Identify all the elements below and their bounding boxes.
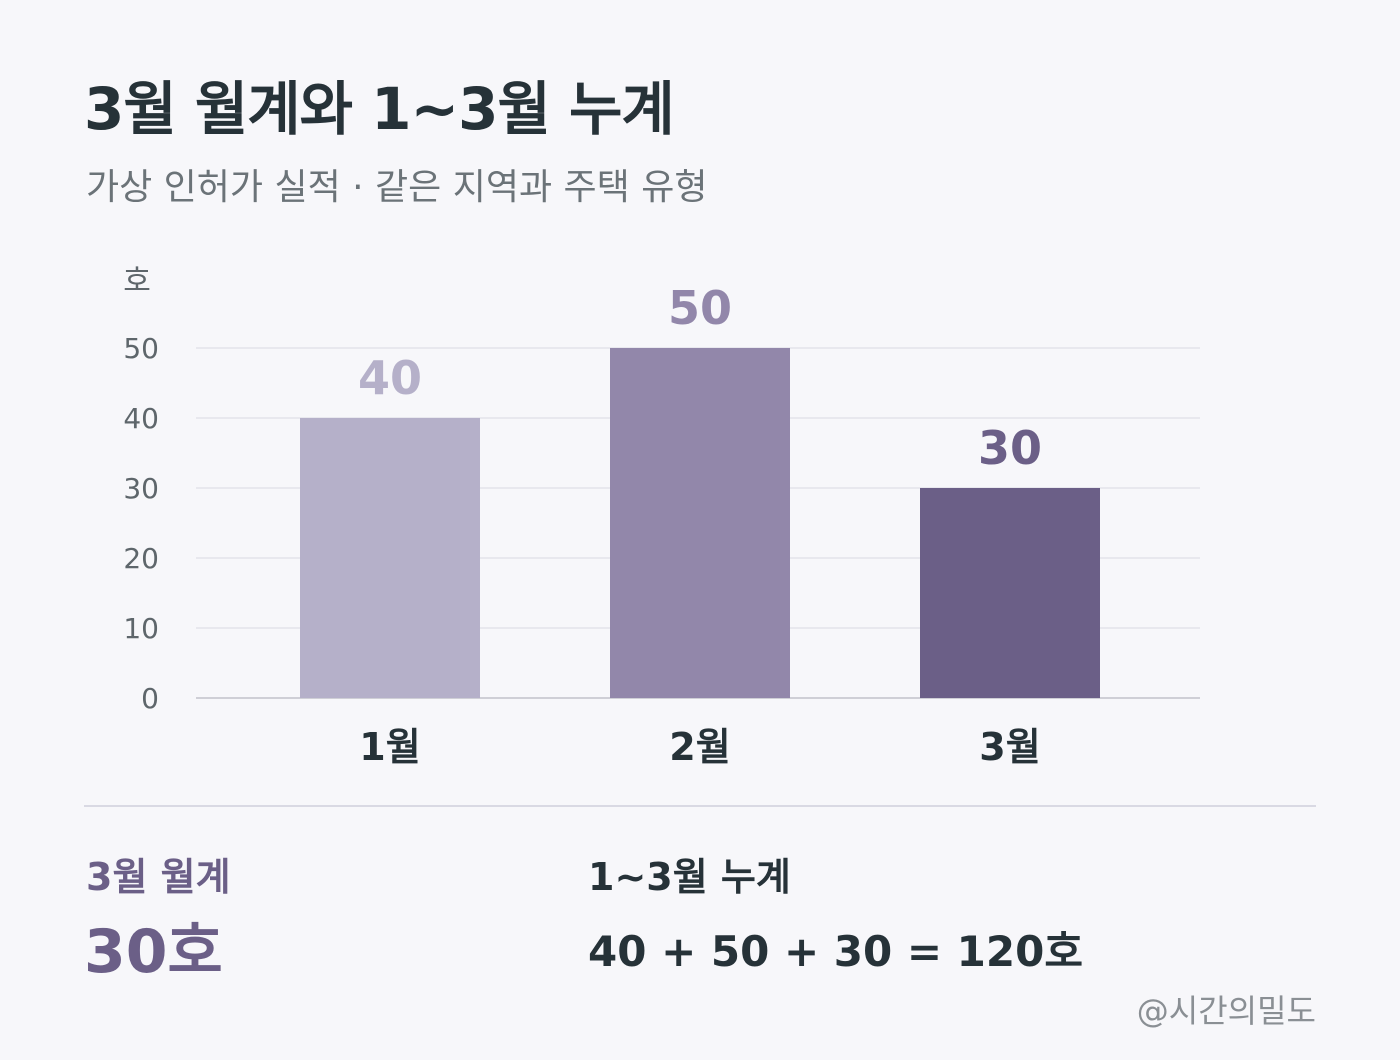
bar-value-label: 30 bbox=[978, 421, 1042, 475]
cumulative-total-label: 1~3월 누계 bbox=[588, 855, 791, 899]
x-tick-label: 1월 bbox=[359, 725, 420, 769]
y-tick-label: 50 bbox=[123, 332, 159, 365]
bar-chart: 호 0 10 20 30 40 50 40 1월 50 2월 30 3월 bbox=[123, 264, 1200, 769]
y-tick-label: 40 bbox=[123, 402, 159, 435]
bar-value-label: 50 bbox=[668, 281, 732, 335]
y-axis-unit-label: 호 bbox=[123, 264, 151, 299]
monthly-total-label: 3월 월계 bbox=[86, 855, 231, 899]
bar-1 bbox=[300, 418, 480, 698]
x-tick-label: 3월 bbox=[979, 725, 1040, 769]
cumulative-total-formula: 40 + 50 + 30 = 120호 bbox=[588, 927, 1083, 976]
page-subtitle: 가상 인허가 실적 · 같은 지역과 주택 유형 bbox=[86, 167, 708, 208]
bar-2 bbox=[610, 348, 790, 698]
y-tick-label: 10 bbox=[123, 612, 159, 645]
bar-3 bbox=[920, 488, 1100, 698]
page-title: 3월 월계와 1~3월 누계 bbox=[84, 75, 675, 143]
summary-divider bbox=[84, 805, 1316, 807]
credit-handle: @시간의밀도 bbox=[1136, 992, 1316, 1030]
monthly-total-value: 30호 bbox=[84, 917, 223, 987]
y-tick-label: 0 bbox=[141, 682, 159, 715]
bar-value-label: 40 bbox=[358, 351, 422, 405]
y-tick-label: 30 bbox=[123, 472, 159, 505]
x-tick-label: 2월 bbox=[669, 725, 730, 769]
y-tick-label: 20 bbox=[123, 542, 159, 575]
